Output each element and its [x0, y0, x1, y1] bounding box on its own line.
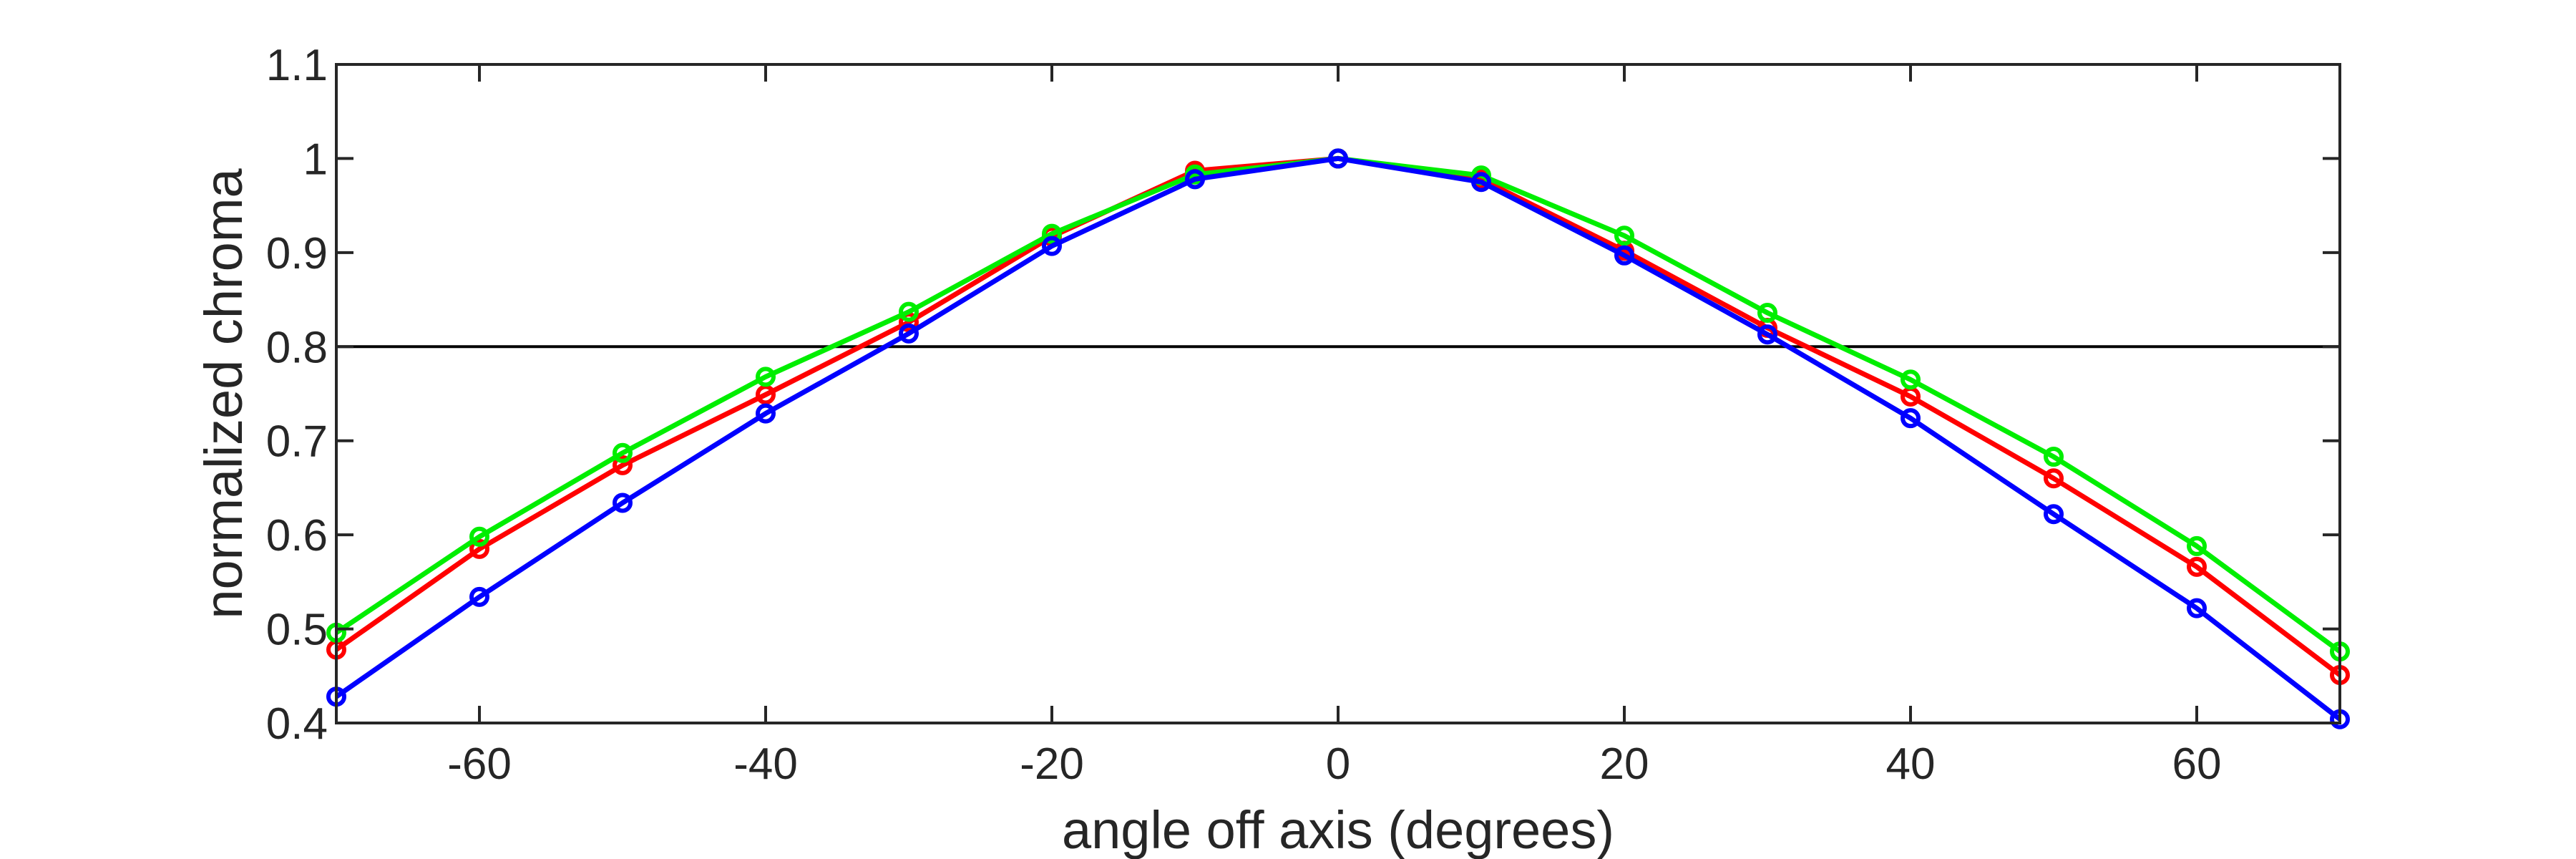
- plot-area: [336, 64, 2340, 723]
- series-layer: [326, 148, 2350, 729]
- data-point: [1901, 408, 1921, 429]
- axes-layer: -60 -40 -20 0 20 40 60 0.4 0.5 0.6 0.7 0.8 0.9 1 1.1: [266, 41, 2341, 789]
- y-tick-label: 1.1: [266, 41, 328, 90]
- x-tick-label: -60: [447, 739, 512, 789]
- y-axis-label: normalized chroma: [194, 168, 253, 619]
- data-point: [2044, 447, 2064, 467]
- data-point: [756, 403, 776, 424]
- labels-layer: angle off axis (degrees) normalized chro…: [194, 168, 1614, 859]
- data-point: [1757, 302, 1777, 323]
- data-point: [1901, 369, 1921, 390]
- data-point: [1757, 324, 1777, 345]
- y-tick-label: 0.9: [266, 229, 328, 278]
- data-point: [1471, 172, 1491, 193]
- x-tick-label: 60: [2172, 739, 2222, 789]
- data-point: [469, 538, 489, 559]
- data-point: [613, 455, 633, 475]
- x-tick-label: 0: [1326, 739, 1350, 789]
- data-point: [2187, 535, 2207, 556]
- x-tick-label: 40: [1886, 739, 1936, 789]
- data-point: [1042, 223, 1062, 244]
- data-point: [1614, 225, 1634, 246]
- y-tick-label: 0.8: [266, 323, 328, 372]
- data-point: [469, 526, 489, 547]
- y-tick-label: 1: [303, 135, 328, 184]
- y-tick-label: 0.5: [266, 606, 328, 655]
- data-point: [1042, 236, 1062, 256]
- x-tick-label: -40: [733, 739, 798, 789]
- series-line: [334, 155, 2342, 722]
- data-point: [899, 301, 919, 322]
- y-tick-label: 0.6: [266, 511, 328, 560]
- y-tick-label: 0.7: [266, 417, 328, 467]
- x-tick-label: -20: [1020, 739, 1084, 789]
- data-point: [1614, 245, 1634, 266]
- data-point: [2044, 468, 2064, 489]
- data-point: [1185, 169, 1205, 190]
- data-point: [2044, 504, 2064, 525]
- data-point: [2187, 598, 2207, 618]
- data-point: [756, 367, 776, 387]
- data-point: [899, 323, 919, 344]
- data-point: [613, 492, 633, 513]
- data-point: [1328, 148, 1348, 169]
- y-tick-label: 0.4: [266, 699, 328, 749]
- data-point: [613, 442, 633, 463]
- x-tick-label: 20: [1600, 739, 1649, 789]
- x-axis-label: angle off axis (degrees): [1062, 800, 1614, 859]
- data-point: [2187, 556, 2207, 577]
- data-point: [469, 586, 489, 607]
